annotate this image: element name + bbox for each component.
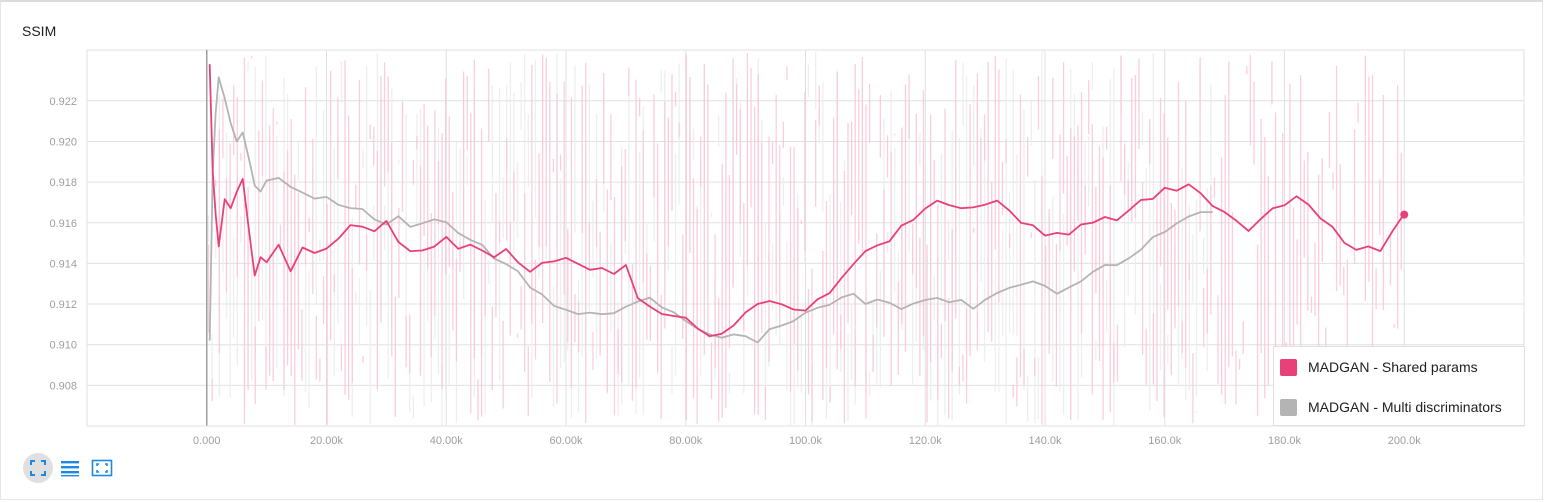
y-tick-label: 0.908 xyxy=(49,380,77,392)
legend-swatch-shared-params xyxy=(1280,358,1297,376)
y-tick-label: 0.910 xyxy=(49,340,77,352)
list-lines-icon xyxy=(61,461,79,477)
select-region-button[interactable] xyxy=(87,453,117,483)
x-tick-label: 0.000 xyxy=(193,435,221,447)
selection-box-icon xyxy=(91,459,113,477)
chart-title: SSIM xyxy=(22,23,57,39)
series-line[interactable] xyxy=(208,64,1406,338)
raw-noise-layer xyxy=(207,50,1402,426)
series-layer[interactable] xyxy=(208,64,1409,344)
fit-to-data-icon xyxy=(30,460,46,476)
y-tick-label: 0.914 xyxy=(49,258,77,270)
legend: MADGAN - Shared params MADGAN - Multi di… xyxy=(1273,346,1525,426)
axis-layer: 0.908 0.910 0.912 0.914 0.916 0.918 0.920 0.922… xyxy=(49,50,1524,447)
x-tick-label: 20.00k xyxy=(310,435,344,447)
series-shared-params[interactable] xyxy=(208,64,1409,338)
y-tick-label: 0.912 xyxy=(49,299,77,311)
x-tick-label: 200.0k xyxy=(1388,435,1422,447)
x-tick-label: 140.0k xyxy=(1028,435,1062,447)
last-value-marker xyxy=(1400,210,1409,219)
series-line[interactable] xyxy=(208,76,1213,344)
x-tick-label: 180.0k xyxy=(1268,435,1302,447)
series-multi-discriminators[interactable] xyxy=(208,76,1213,344)
x-tick-label: 60.00k xyxy=(549,435,583,447)
legend-label-multi-discriminators: MADGAN - Multi discriminators xyxy=(1308,399,1502,415)
legend-item-multi-discriminators[interactable]: MADGAN - Multi discriminators xyxy=(1280,397,1502,417)
x-tick-label: 120.0k xyxy=(909,435,943,447)
toggle-log-scale-button[interactable] xyxy=(55,453,85,483)
x-tick-label: 40.00k xyxy=(430,435,464,447)
y-tick-label: 0.918 xyxy=(49,177,77,189)
y-tick-label: 0.916 xyxy=(49,218,77,230)
legend-label-shared-params: MADGAN - Shared params xyxy=(1308,359,1478,375)
y-tick-label: 0.922 xyxy=(49,96,77,108)
x-tick-label: 160.0k xyxy=(1148,435,1182,447)
raw-streaks-series-0 xyxy=(207,53,1402,426)
y-tick-label: 0.920 xyxy=(49,136,77,148)
chart-toolbar xyxy=(23,453,119,483)
x-tick-label: 80.00k xyxy=(669,435,703,447)
legend-item-shared-params[interactable]: MADGAN - Shared params xyxy=(1280,357,1478,377)
x-tick-label: 100.0k xyxy=(789,435,823,447)
fit-to-data-button[interactable] xyxy=(23,453,53,483)
legend-swatch-multi-discriminators xyxy=(1280,398,1297,416)
